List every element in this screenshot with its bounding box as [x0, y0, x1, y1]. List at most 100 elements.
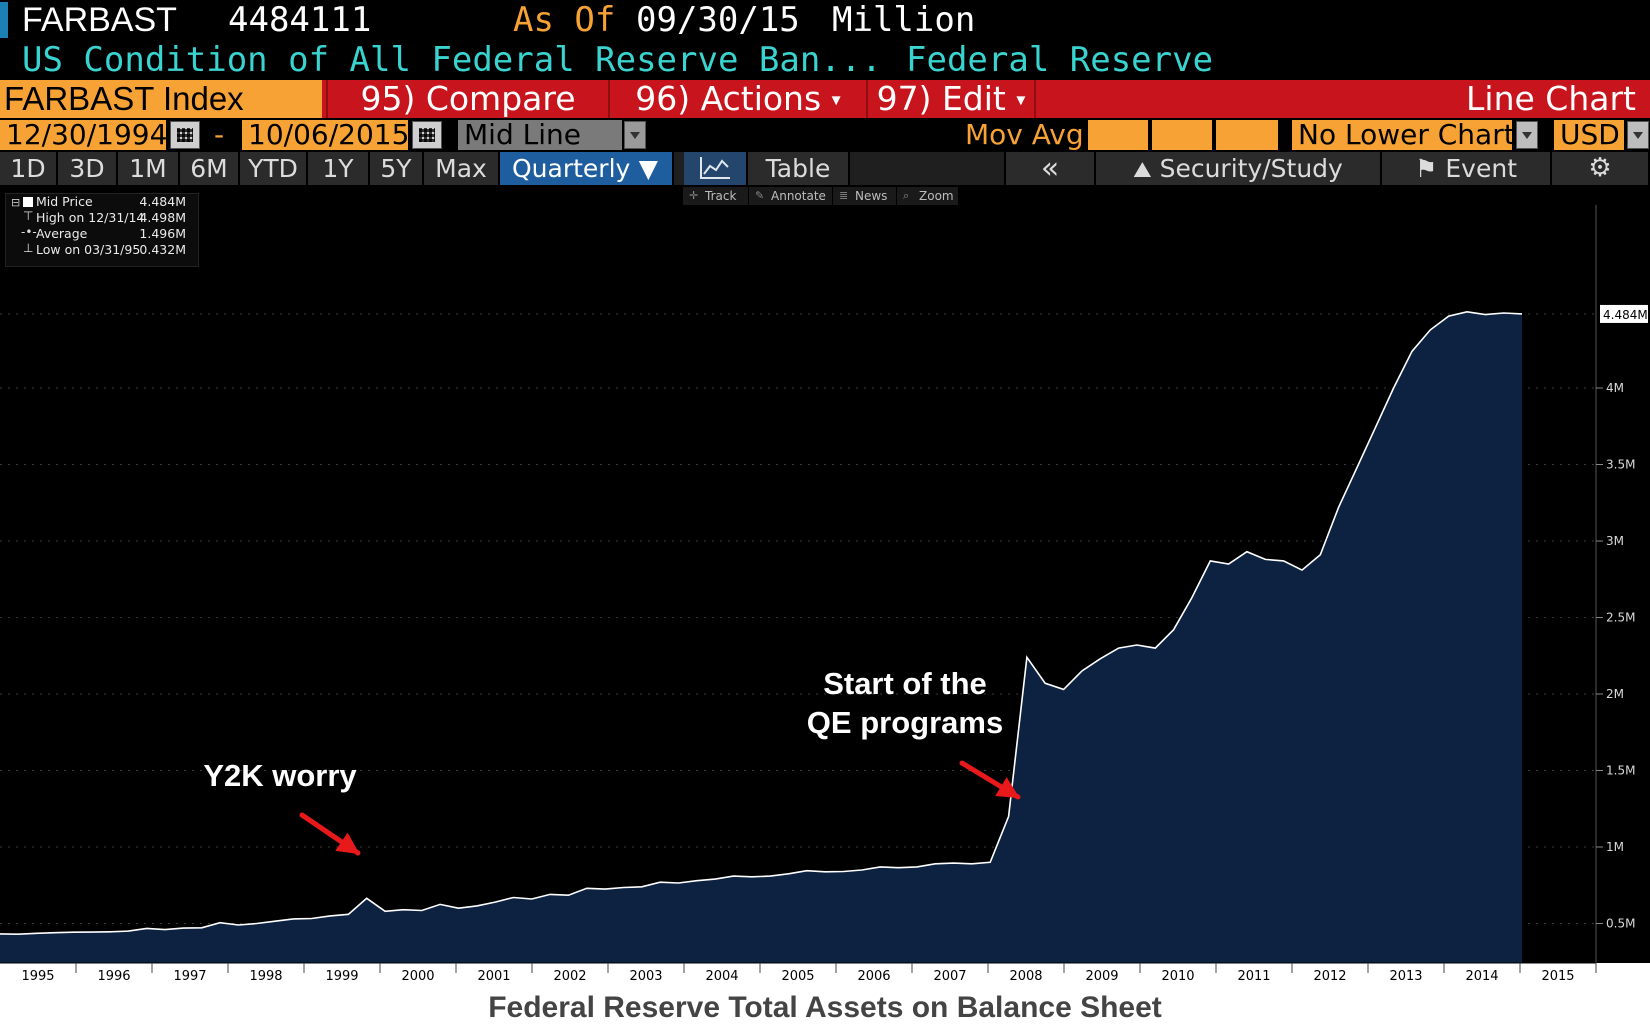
- last-value: 4484111: [228, 0, 372, 40]
- settings-button[interactable]: ⚙: [1552, 152, 1650, 185]
- x-tick-label: 2007: [933, 969, 966, 984]
- security-marker: [0, 2, 8, 38]
- period-1d[interactable]: 1D: [0, 152, 58, 185]
- toolbar-spacer: [850, 152, 1006, 185]
- average-marker-icon: -•-: [21, 225, 37, 239]
- frequency-select[interactable]: Quarterly ▼: [500, 152, 674, 185]
- legend-label: Average: [36, 226, 88, 241]
- pencil-icon: ✎: [755, 189, 765, 202]
- high-marker-icon: ⊤: [23, 209, 34, 223]
- table-view-button[interactable]: Table: [748, 152, 850, 185]
- x-tick-label: 2004: [705, 969, 738, 984]
- security-field[interactable]: FARBAST Index: [0, 80, 322, 118]
- actions-label: 96) Actions: [635, 79, 822, 118]
- y-tick-label: 4M: [1606, 381, 1624, 395]
- x-tick-label: 2005: [781, 969, 814, 984]
- line-chart-view-button[interactable]: [684, 152, 748, 185]
- security-study-label: Security/Study: [1159, 154, 1343, 183]
- ticker: FARBAST: [22, 1, 177, 39]
- last-value-badge-label: 4.484M: [1603, 308, 1648, 322]
- chart-type-button[interactable]: Line Chart: [1034, 80, 1650, 118]
- mov-avg-input-1[interactable]: [1088, 120, 1148, 150]
- y-tick-label: 1M: [1606, 840, 1624, 854]
- low-marker-icon: ⊥: [23, 241, 34, 255]
- mov-avg-input-2[interactable]: [1152, 120, 1212, 150]
- x-tick-label: 2008: [1009, 969, 1042, 984]
- legend-box: ⊟ Mid Price 4.484M ⊤ High on 12/31/14 4.…: [5, 193, 199, 267]
- series-swatch: [23, 197, 33, 207]
- event-label: Event: [1445, 154, 1517, 183]
- header-row-1: FARBAST 4484111 As Of 09/30/15 Million: [0, 0, 1650, 40]
- x-tick-label: 1999: [325, 969, 358, 984]
- start-date-input[interactable]: 12/30/1994: [0, 120, 167, 150]
- track-tool[interactable]: ✛ Track: [683, 187, 749, 205]
- lower-chart-select[interactable]: No Lower Chart: [1292, 120, 1515, 150]
- units-label: Million: [832, 0, 976, 40]
- news-label: News: [855, 189, 888, 203]
- zoom-label: Zoom: [919, 189, 954, 203]
- legend-value: 4.484M: [139, 194, 186, 209]
- y2k-annotation: Y2K worry: [203, 758, 357, 793]
- gear-icon: ⚙: [1588, 153, 1612, 183]
- x-tick-label: 1996: [97, 969, 130, 984]
- annotate-tool[interactable]: ✎ Annotate: [749, 187, 833, 205]
- x-tick-label: 1997: [173, 969, 206, 984]
- x-tick-label: 2015: [1541, 969, 1574, 984]
- period-6m[interactable]: 6M: [180, 152, 240, 185]
- end-date-input[interactable]: 10/06/2015: [242, 120, 409, 150]
- as-of-label: As Of: [513, 0, 616, 40]
- currency-select[interactable]: USD: [1554, 120, 1624, 150]
- start-calendar-icon[interactable]: [170, 121, 200, 149]
- zoom-tool[interactable]: ⌕ Zoom: [897, 187, 959, 205]
- y-tick-label: 0.5M: [1606, 917, 1635, 931]
- as-of-date: 09/30/15: [636, 0, 800, 40]
- legend-value: 4.498M: [139, 210, 186, 225]
- series-line: [0, 310, 1523, 936]
- event-button[interactable]: ⚑ Event: [1382, 152, 1552, 185]
- period-ytd[interactable]: YTD: [240, 152, 308, 185]
- period-3d[interactable]: 3D: [58, 152, 118, 185]
- period-5y[interactable]: 5Y: [370, 152, 424, 185]
- currency-dropdown-icon[interactable]: [1627, 121, 1649, 149]
- x-tick-label: 2012: [1313, 969, 1346, 984]
- period-1m[interactable]: 1M: [118, 152, 180, 185]
- x-axis-band: [0, 963, 1650, 985]
- y2k-arrow-head: [335, 832, 360, 855]
- field-select[interactable]: Mid Line: [458, 120, 622, 150]
- frequency-label: Quarterly: [512, 154, 631, 183]
- actions-button[interactable]: 96) Actions ▾: [608, 80, 866, 118]
- x-tick-label: 2003: [629, 969, 662, 984]
- mov-avg-input-3[interactable]: [1216, 120, 1278, 150]
- end-calendar-icon[interactable]: [412, 121, 442, 149]
- flag-icon: ⚑: [1415, 154, 1438, 183]
- news-tool[interactable]: ≣ News: [833, 187, 897, 205]
- chart-caption: Federal Reserve Total Assets on Balance …: [0, 985, 1650, 1033]
- legend-label: High on 12/31/14: [36, 210, 145, 225]
- collapse-button[interactable]: «: [1006, 152, 1096, 185]
- security-study-icon: ⛰: [1133, 158, 1152, 183]
- compare-button[interactable]: 95) Compare: [326, 80, 608, 118]
- x-tick-label: 2013: [1389, 969, 1422, 984]
- y-tick-label: 3M: [1606, 534, 1624, 548]
- x-tick-label: 2002: [553, 969, 586, 984]
- x-tick-label: 2006: [857, 969, 890, 984]
- legend-label: Mid Price: [36, 194, 93, 209]
- legend-value: 1.496M: [139, 226, 186, 241]
- source-label: Federal Reserve: [906, 40, 1214, 80]
- security-description: US Condition of All Federal Reserve Ban.…: [22, 40, 882, 80]
- x-tick-label: 2011: [1237, 969, 1270, 984]
- period-max[interactable]: Max: [424, 152, 500, 185]
- period-1y[interactable]: 1Y: [308, 152, 370, 185]
- edit-button[interactable]: 97) Edit ▾: [866, 80, 1034, 118]
- lower-chart-dropdown-icon[interactable]: [1516, 121, 1538, 149]
- legend-collapse-icon[interactable]: ⊟: [11, 196, 21, 209]
- crosshair-icon: ✛: [689, 189, 699, 202]
- legend-value: 0.432M: [139, 242, 186, 257]
- security-study-button[interactable]: ⛰ Security/Study: [1096, 152, 1382, 185]
- field-dropdown-icon[interactable]: [624, 121, 646, 149]
- area-chart[interactable]: 0.5M 1M 1.5M 2M 2.5M 3M 3.5M 4M 4.484M 1995 1996 19…: [0, 0, 1650, 985]
- mov-avg-label: Mov Avg: [965, 118, 1084, 151]
- annotate-label: Annotate: [771, 189, 826, 203]
- magnifier-icon: ⌕: [903, 189, 910, 202]
- x-tick-label: 1995: [21, 969, 54, 984]
